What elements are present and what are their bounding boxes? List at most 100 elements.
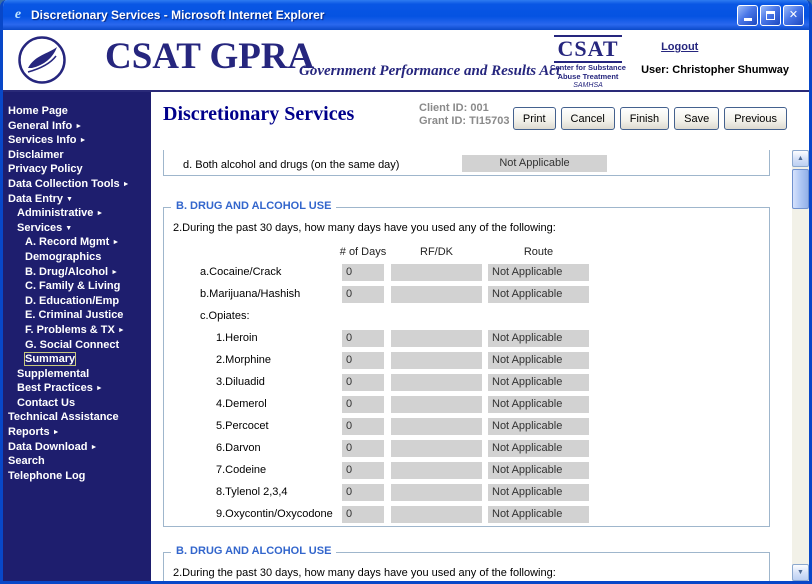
days-field[interactable]: 0 [342,330,384,347]
save-button[interactable]: Save [674,107,720,130]
days-field[interactable]: 0 [342,506,384,523]
drug-label: 3.Diluadid [216,376,265,388]
rfdk-field[interactable] [391,286,482,303]
finish-button[interactable]: Finish [619,107,670,130]
submenu-arrow-icon: ► [75,122,83,130]
sidebar-item-search[interactable]: Search [3,454,151,469]
sidebar-item-administrative[interactable]: Administrative ► [3,206,151,221]
days-field[interactable]: 0 [342,418,384,435]
route-field[interactable]: Not Applicable [488,264,589,281]
sidebar-item-label: Services [17,221,63,234]
content-header: Discretionary Services Client ID: 001 Gr… [151,92,809,150]
sidebar-item-supplemental[interactable]: Supplemental [3,367,151,382]
sidebar-item-label: Telephone Log [8,469,86,482]
sidebar-item-label: E. Criminal Justice [25,309,124,322]
csat-samhsa-logo: CSAT Center for Substance Abuse Treatmen… [543,35,633,89]
sidebar-item-general-info[interactable]: General Info ► [3,119,151,134]
route-field[interactable]: Not Applicable [488,374,589,391]
previous-button[interactable]: Previous [724,107,787,130]
drug-label: 5.Percocet [216,420,269,432]
route-field[interactable]: Not Applicable [488,462,589,479]
section-question: 2.During the past 30 days, how many days… [173,222,556,234]
cancel-button[interactable]: Cancel [560,107,615,130]
days-field[interactable]: 0 [342,264,384,281]
drug-label: 9.Oxycontin/Oxycodone [216,508,333,520]
rfdk-field[interactable] [391,264,482,281]
route-field[interactable]: Not Applicable [488,506,589,523]
route-field[interactable]: Not Applicable [488,418,589,435]
route-field[interactable]: Not Applicable [488,352,589,369]
vertical-scrollbar[interactable] [792,150,809,581]
rfdk-field[interactable] [391,462,482,479]
logout-link[interactable]: Logout [661,41,699,53]
drug-label: 4.Demerol [216,398,267,410]
sidebar-item-best-practices[interactable]: Best Practices ► [3,381,151,396]
sidebar-item-telephone-log[interactable]: Telephone Log [3,469,151,484]
sidebar-item-label: C. Family & Living [25,280,121,293]
sidebar-item-services-info[interactable]: Services Info ► [3,133,151,148]
days-field[interactable]: 0 [342,462,384,479]
rfdk-field[interactable] [391,440,482,457]
days-field[interactable]: 0 [342,440,384,457]
sidebar-item-summary[interactable]: Summary [3,352,151,367]
sidebar-item-demographics[interactable]: Demographics [3,250,151,265]
sidebar-item-disclaimer[interactable]: Disclaimer [3,148,151,163]
sidebar-item-technical-assistance[interactable]: Technical Assistance [3,410,151,425]
rfdk-field[interactable] [391,418,482,435]
sidebar-item-contact-us[interactable]: Contact Us [3,396,151,411]
route-field[interactable]: Not Applicable [488,440,589,457]
rfdk-field[interactable] [391,374,482,391]
sidebar-item-services[interactable]: Services ▼ [3,221,151,236]
sidebar-item-reports[interactable]: Reports ► [3,425,151,440]
drug-label: 1.Heroin [216,332,258,344]
brand-tagline: Government Performance and Results Act [299,63,561,79]
restore-button[interactable] [760,4,781,26]
sidebar-item-b-drug-alcohol[interactable]: B. Drug/Alcohol ► [3,265,151,280]
sidebar-item-c-family-living[interactable]: C. Family & Living [3,279,151,294]
id-block: Client ID: 001 Grant ID: TI15703 [419,102,509,128]
sidebar-item-data-download[interactable]: Data Download ► [3,440,151,455]
days-field[interactable]: 0 [342,484,384,501]
route-field[interactable]: Not Applicable [488,396,589,413]
sidebar-item-a-record-mgmt[interactable]: A. Record Mgmt ► [3,235,151,250]
rfdk-field[interactable] [391,330,482,347]
section-title: B. DRUG AND ALCOHOL USE [171,545,337,557]
drug-row: 2.Morphine 0 Not Applicable [164,350,769,372]
drug-row: 4.Demerol 0 Not Applicable [164,394,769,416]
sidebar-item-g-social-connect[interactable]: G. Social Connect [3,338,151,353]
rfdk-field[interactable] [391,352,482,369]
scroll-up-icon[interactable] [792,150,809,167]
days-field[interactable]: 0 [342,396,384,413]
rfdk-field[interactable] [391,506,482,523]
drug-label: 7.Codeine [216,464,267,476]
question-d-field[interactable]: Not Applicable [462,155,607,172]
sidebar-item-label: Services Info [8,134,77,147]
sidebar-item-f-problems-tx[interactable]: F. Problems & TX ► [3,323,151,338]
days-field[interactable]: 0 [342,352,384,369]
days-field[interactable]: 0 [342,286,384,303]
drug-row: 3.Diluadid 0 Not Applicable [164,372,769,394]
sidebar-item-d-education-emp[interactable]: D. Education/Emp [3,294,151,309]
sidebar-item-data-entry[interactable]: Data Entry ▼ [3,192,151,207]
route-field[interactable]: Not Applicable [488,330,589,347]
print-button[interactable]: Print [512,107,556,130]
drug-row: c.Opiates: [164,306,769,328]
sidebar-item-data-collection-tools[interactable]: Data Collection Tools ► [3,177,151,192]
close-button[interactable] [783,4,804,26]
sidebar-item-e-criminal-justice[interactable]: E. Criminal Justice [3,308,151,323]
sidebar-item-privacy-policy[interactable]: Privacy Policy [3,162,151,177]
submenu-arrow-icon: ► [90,443,98,451]
scrollbar-thumb[interactable] [792,169,809,209]
close-icon [789,10,798,21]
rfdk-field[interactable] [391,484,482,501]
submenu-arrow-icon: ► [111,268,119,276]
sidebar-item-home-page[interactable]: Home Page [3,104,151,119]
title-bar[interactable]: Discretionary Services - Microsoft Inter… [3,0,809,30]
rfdk-field[interactable] [391,396,482,413]
days-field[interactable]: 0 [342,374,384,391]
previous-question-section [163,150,770,176]
minimize-button[interactable] [737,4,758,26]
route-field[interactable]: Not Applicable [488,484,589,501]
route-field[interactable]: Not Applicable [488,286,589,303]
scroll-down-icon[interactable] [792,564,809,581]
